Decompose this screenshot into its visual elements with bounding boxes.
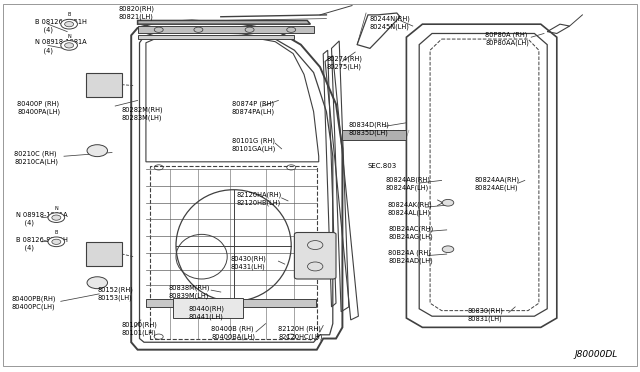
Polygon shape — [138, 35, 294, 39]
Text: 80100(RH)
80101(LH): 80100(RH) 80101(LH) — [122, 322, 157, 336]
Circle shape — [61, 41, 77, 50]
Polygon shape — [138, 26, 314, 33]
Text: N: N — [54, 206, 58, 211]
Bar — [342, 130, 406, 140]
Polygon shape — [90, 76, 115, 93]
Text: 80400PB(RH)
80400PC(LH): 80400PB(RH) 80400PC(LH) — [12, 296, 56, 310]
Text: 80101G (RH)
80101GA(LH): 80101G (RH) 80101GA(LH) — [232, 138, 276, 152]
Text: B: B — [67, 13, 71, 17]
Polygon shape — [138, 20, 310, 24]
Text: 80874P (RH)
80874PA(LH): 80874P (RH) 80874PA(LH) — [232, 101, 275, 115]
Text: 80274(RH)
80275(LH): 80274(RH) 80275(LH) — [326, 56, 362, 70]
Text: 80834D(RH)
80835D(LH): 80834D(RH) 80835D(LH) — [349, 121, 390, 135]
Text: 80P80A (RH)
80P80AA(LH): 80P80A (RH) 80P80AA(LH) — [485, 32, 529, 46]
Text: B 08126-8251H
    (4): B 08126-8251H (4) — [35, 19, 87, 33]
Text: 80210C (RH)
80210CA(LH): 80210C (RH) 80210CA(LH) — [14, 151, 58, 165]
Bar — [86, 73, 122, 97]
Text: 80282M(RH)
80283M(LH): 80282M(RH) 80283M(LH) — [122, 106, 163, 121]
Text: 80152(RH)
80153(LH): 80152(RH) 80153(LH) — [97, 287, 133, 301]
Text: 80244N(RH)
80245N(LH): 80244N(RH) 80245N(LH) — [370, 15, 411, 29]
Text: 80824AK(RH)
80824AL(LH): 80824AK(RH) 80824AL(LH) — [387, 201, 432, 215]
Text: B 08126-8251H
    (4): B 08126-8251H (4) — [16, 237, 68, 251]
Text: 80820(RH)
80821(LH): 80820(RH) 80821(LH) — [118, 6, 154, 20]
Text: 80400P (RH)
80400PA(LH): 80400P (RH) 80400PA(LH) — [17, 101, 60, 115]
Circle shape — [87, 277, 108, 289]
Text: 80B24AC(RH)
80B24AG(LH): 80B24AC(RH) 80B24AG(LH) — [388, 225, 434, 240]
Text: SEC.803: SEC.803 — [368, 163, 397, 169]
Circle shape — [65, 22, 74, 27]
Text: 80830(RH)
80831(LH): 80830(RH) 80831(LH) — [467, 307, 503, 321]
Text: 80B24A (RH)
80B24AD(LH): 80B24A (RH) 80B24AD(LH) — [388, 250, 433, 264]
Text: N 08918-1081A
    (4): N 08918-1081A (4) — [16, 212, 68, 227]
Circle shape — [52, 239, 61, 244]
Circle shape — [48, 213, 65, 222]
Text: 80430(RH)
80431(LH): 80430(RH) 80431(LH) — [230, 255, 266, 269]
Circle shape — [87, 145, 108, 157]
Text: J80000DL: J80000DL — [574, 350, 618, 359]
Circle shape — [65, 43, 74, 48]
Text: N: N — [67, 34, 71, 39]
Text: 80838M(RH)
80839M(LH): 80838M(RH) 80839M(LH) — [168, 285, 210, 299]
Text: N 08918-1081A
    (4): N 08918-1081A (4) — [35, 39, 87, 54]
FancyBboxPatch shape — [294, 232, 336, 279]
Circle shape — [61, 19, 77, 29]
Text: 82120HA(RH)
82120HB(LH): 82120HA(RH) 82120HB(LH) — [237, 192, 282, 206]
Circle shape — [48, 237, 65, 247]
Circle shape — [442, 246, 454, 253]
Text: 80824AB(RH)
80824AF(LH): 80824AB(RH) 80824AF(LH) — [385, 177, 430, 191]
Text: 82120H (RH)
82120HC(LH): 82120H (RH) 82120HC(LH) — [278, 326, 323, 340]
Circle shape — [52, 215, 61, 220]
Text: 80824AA(RH)
80824AE(LH): 80824AA(RH) 80824AE(LH) — [475, 177, 520, 191]
Bar — [173, 298, 243, 318]
Text: 80400B (RH)
80400BA(LH): 80400B (RH) 80400BA(LH) — [211, 326, 255, 340]
Bar — [146, 299, 316, 307]
Text: 80440(RH)
80441(LH): 80440(RH) 80441(LH) — [189, 305, 225, 320]
Text: B: B — [54, 230, 58, 235]
Circle shape — [442, 199, 454, 206]
Bar — [86, 242, 122, 266]
